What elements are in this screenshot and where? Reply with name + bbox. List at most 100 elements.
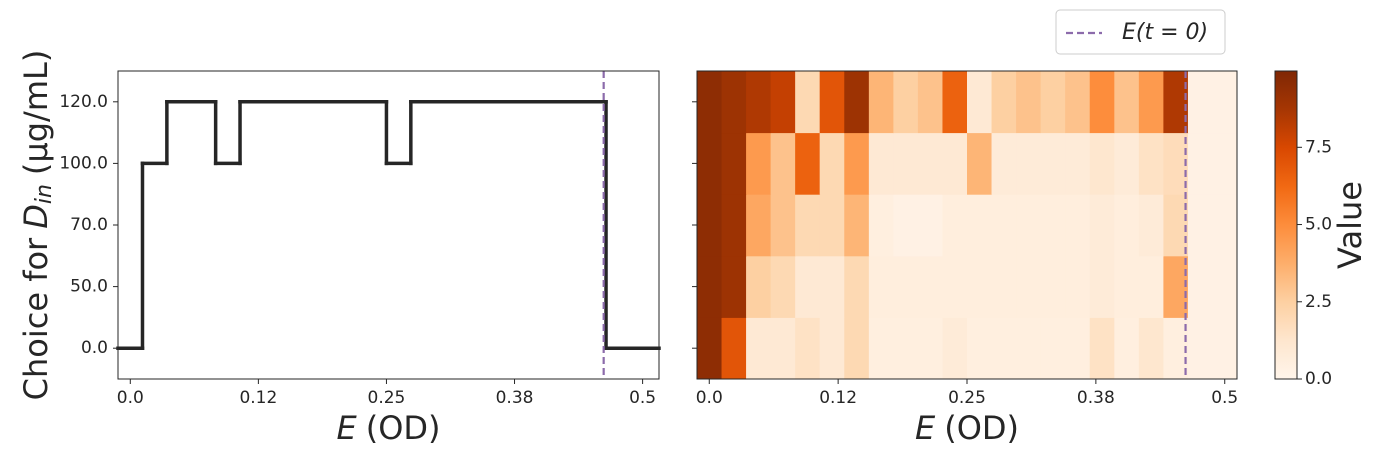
heatmap-cell (1016, 255, 1042, 318)
heatmap-cell (893, 255, 919, 318)
colorbar-gradient (1274, 70, 1298, 380)
x-tick-label: 0.38 (1077, 388, 1115, 408)
y-tick-label: 120.0 (59, 92, 108, 112)
heatmap-cell (697, 194, 723, 257)
heatmap-cell (868, 255, 894, 318)
heatmap-cell (917, 255, 943, 318)
heatmap-cell (844, 132, 870, 195)
heatmap-cell (1212, 317, 1238, 380)
x-tick-label: 0.38 (496, 388, 534, 408)
heatmap-cell (1040, 132, 1066, 195)
heatmap-cell (1163, 71, 1189, 134)
heatmap-cell (746, 71, 772, 134)
heatmap-cell (1138, 71, 1164, 134)
heatmap-cell (1114, 255, 1140, 318)
heatmap-cell (1163, 317, 1189, 380)
heatmap-cell (770, 194, 796, 257)
heatmap-cell (868, 132, 894, 195)
x-tick-label: 0.0 (696, 388, 723, 408)
colorbar-tick-label: 7.5 (1305, 137, 1332, 157)
heatmap-cell (819, 132, 845, 195)
heatmap-cell (795, 194, 821, 257)
heatmap-cell (1187, 132, 1213, 195)
heatmap-cell (844, 194, 870, 257)
x-tick-label: 0.25 (948, 388, 986, 408)
x-axis-label: E (OD) (915, 409, 1019, 447)
y-label-unit: (μg/mL) (17, 50, 55, 175)
heatmap-cell (746, 255, 772, 318)
heatmap-cell (893, 317, 919, 380)
y-tick-label: 0.0 (81, 338, 108, 358)
heatmap-cell (967, 71, 993, 134)
heatmap-cell (819, 317, 845, 380)
x-tick-label: 0.12 (819, 388, 857, 408)
heatmap-cell (844, 255, 870, 318)
heatmap-cell (770, 317, 796, 380)
y-label-sub: in (32, 184, 57, 204)
heatmap-cell (819, 255, 845, 318)
legend-label: E(t = 0) (1122, 20, 1208, 45)
heatmap-cell (721, 317, 747, 380)
colorbar-tick-label: 0.0 (1305, 369, 1332, 389)
heatmap-cell (1040, 317, 1066, 380)
heatmap-cell (991, 255, 1017, 318)
heatmap-cell (917, 194, 943, 257)
heatmap-cell (967, 194, 993, 257)
heatmap-cell (1187, 194, 1213, 257)
line-plot: 0.0 0.12 0.25 0.38 0.5 0.0 50.0 70.0 100.0 120.0 (59, 70, 661, 408)
heatmap-cell (991, 132, 1017, 195)
heatmap-cell (868, 317, 894, 380)
heatmap-cell (967, 255, 993, 318)
heatmap-cell (1040, 71, 1066, 134)
heatmap-cell (697, 317, 723, 380)
x-axis-unit: (OD) (366, 409, 441, 447)
colorbar-label: Value (1331, 181, 1369, 269)
x-tick-label: 0.5 (629, 388, 656, 408)
heatmap-cell (1089, 255, 1115, 318)
heatmap-cell (967, 132, 993, 195)
heatmap-cell (1114, 71, 1140, 134)
heatmap-cell (1187, 255, 1213, 318)
heatmap-cell (697, 71, 723, 134)
heatmap-cell (1089, 194, 1115, 257)
heatmap-cell (1138, 194, 1164, 257)
colorbar-tick-label: 2.5 (1305, 292, 1332, 312)
heatmap-cell (746, 132, 772, 195)
heatmap-cell (819, 194, 845, 257)
heatmap-cell (844, 317, 870, 380)
legend-frame (1055, 9, 1226, 55)
heatmap-cell (1016, 317, 1042, 380)
heatmap-cell (697, 132, 723, 195)
heatmap-cell (1016, 194, 1042, 257)
heatmap-cell (942, 317, 968, 380)
heatmap-cell (795, 132, 821, 195)
heatmap-cell (770, 71, 796, 134)
heatmap-cell (721, 132, 747, 195)
heatmap-cell (1016, 71, 1042, 134)
heatmap-cell (1163, 255, 1189, 318)
heatmap-cell (746, 317, 772, 380)
heatmap-cell (721, 71, 747, 134)
heatmap-cell (893, 71, 919, 134)
heatmap-cell (868, 71, 894, 134)
heatmap-cell (1212, 194, 1238, 257)
heatmap-cell (942, 132, 968, 195)
colorbar-tick-label: 5.0 (1305, 215, 1332, 235)
axes-frame (117, 70, 660, 380)
heatmap-cell (1065, 255, 1091, 318)
heatmap-cell (1114, 132, 1140, 195)
heatmap-plot: 0.0 0.12 0.25 0.38 0.5 (692, 70, 1238, 408)
heatmap-cell (942, 194, 968, 257)
heatmap-cell (1187, 317, 1213, 380)
heatmap-cell (795, 317, 821, 380)
y-label-var: D (17, 204, 55, 229)
heatmap-cell (967, 317, 993, 380)
heatmap-cell (893, 194, 919, 257)
heatmap-cell (770, 132, 796, 195)
x-tick-label: 0.0 (117, 388, 144, 408)
x-axis-var: E (915, 409, 936, 447)
heatmap-cell (1040, 194, 1066, 257)
y-axis-label: Choice for Din (μg/mL) (17, 50, 57, 401)
heatmap-cell (991, 194, 1017, 257)
heatmap-cell (795, 255, 821, 318)
